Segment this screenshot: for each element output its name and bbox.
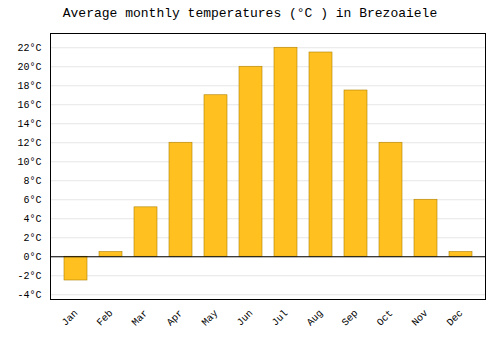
svg-text:Mar: Mar	[130, 308, 151, 329]
svg-text:Feb: Feb	[95, 308, 116, 329]
svg-text:0°C: 0°C	[23, 252, 41, 263]
svg-text:Apr: Apr	[165, 308, 186, 329]
svg-text:Oct: Oct	[375, 308, 396, 329]
svg-text:4°C: 4°C	[23, 214, 41, 225]
svg-text:10°C: 10°C	[17, 157, 41, 168]
svg-text:-4°C: -4°C	[17, 290, 41, 301]
svg-text:Sep: Sep	[340, 308, 361, 329]
svg-text:16°C: 16°C	[17, 100, 41, 111]
html-text:Average monthly temperatures (: Average monthly temperatures (°C ) in Br…	[62, 6, 438, 21]
svg-text:-2°C: -2°C	[17, 271, 41, 282]
svg-text:Dec: Dec	[445, 308, 466, 329]
svg-text:Jan: Jan	[60, 308, 81, 329]
svg-text:Nov: Nov	[410, 308, 431, 329]
svg-text:8°C: 8°C	[23, 176, 41, 187]
svg-text:Jul: Jul	[270, 308, 291, 329]
svg-text:12°C: 12°C	[17, 138, 41, 149]
svg-text:20°C: 20°C	[17, 62, 41, 73]
svg-text:Jun: Jun	[235, 308, 256, 329]
svg-text:2°C: 2°C	[23, 233, 41, 244]
svg-text:Aug: Aug	[305, 308, 326, 329]
svg-text:18°C: 18°C	[17, 81, 41, 92]
svg-text:14°C: 14°C	[17, 119, 41, 130]
svg-text:6°C: 6°C	[23, 195, 41, 206]
svg-text:May: May	[200, 308, 221, 329]
svg-text:22°C: 22°C	[17, 43, 41, 54]
